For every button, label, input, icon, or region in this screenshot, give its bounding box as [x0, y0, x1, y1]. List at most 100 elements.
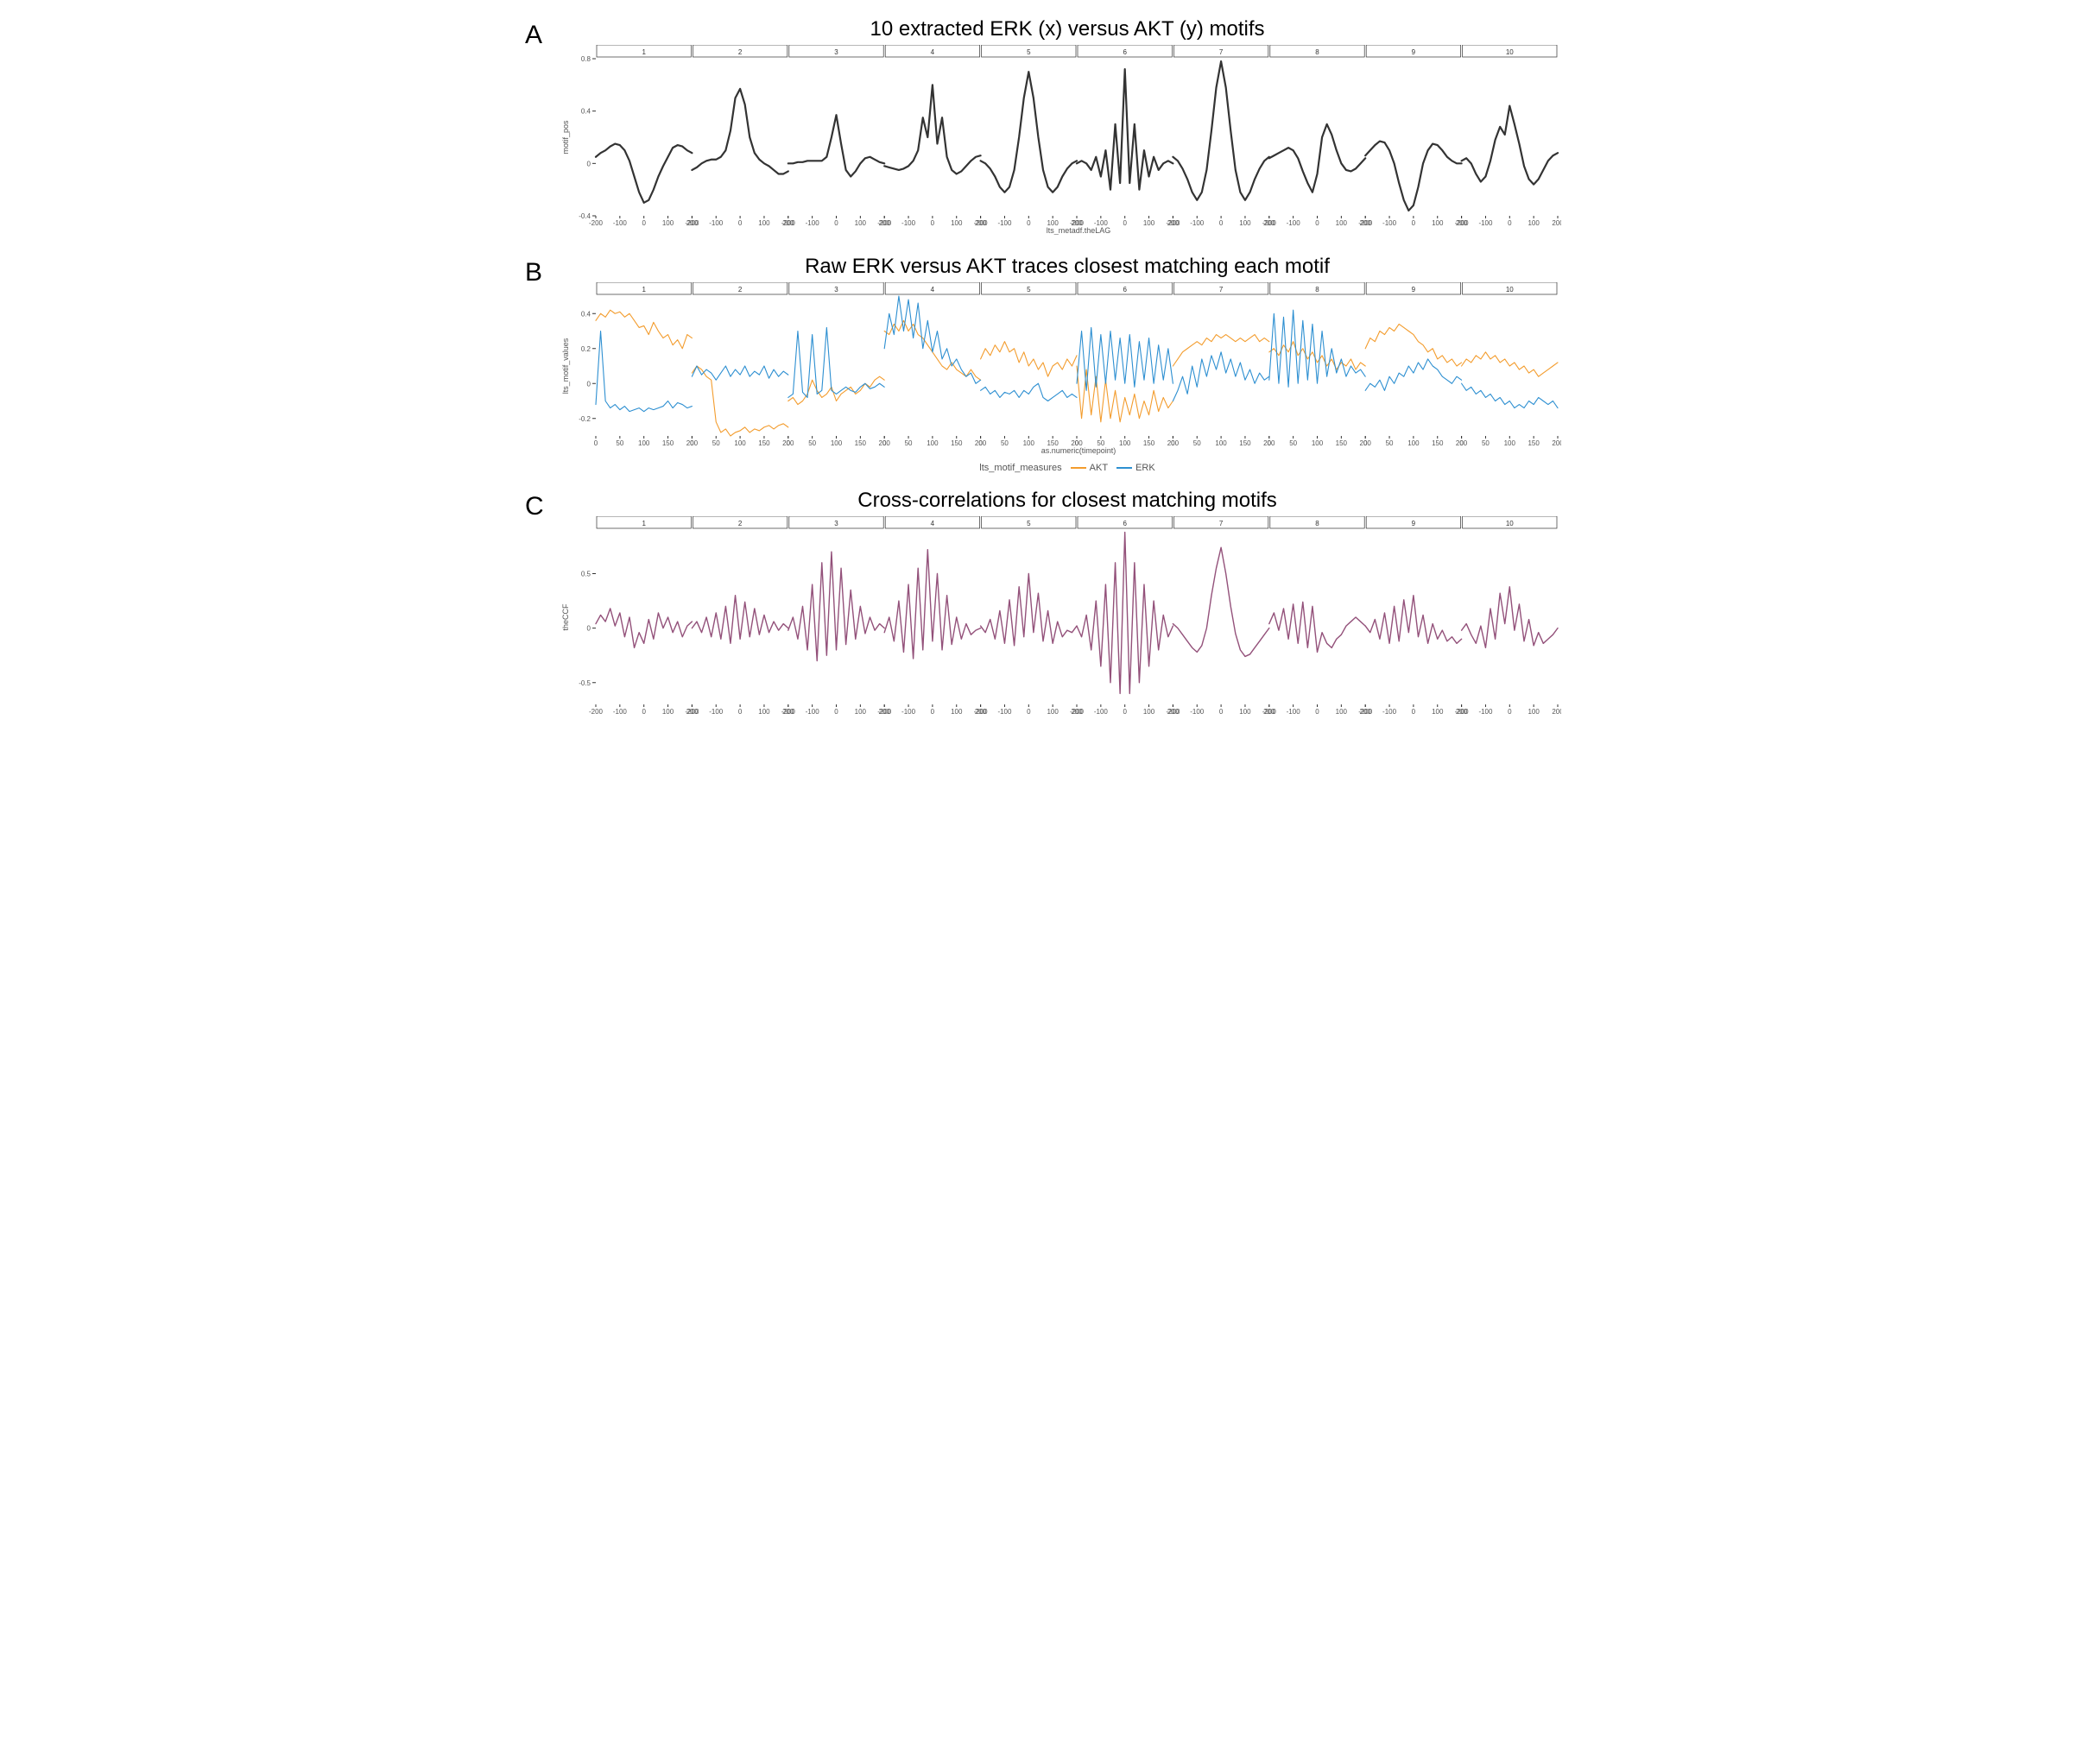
svg-text:0: 0: [834, 708, 838, 716]
svg-text:0: 0: [587, 625, 591, 633]
svg-text:100: 100: [1215, 439, 1227, 447]
svg-text:0: 0: [978, 439, 983, 447]
svg-text:100: 100: [855, 219, 867, 227]
svg-text:150: 150: [1143, 439, 1155, 447]
svg-text:0: 0: [642, 708, 646, 716]
svg-text:5: 5: [1027, 286, 1031, 294]
svg-text:7: 7: [1219, 520, 1224, 527]
panel-letter-C: C: [525, 489, 560, 521]
svg-text:-200: -200: [1166, 219, 1180, 227]
svg-text:100: 100: [1407, 439, 1420, 447]
svg-text:10: 10: [1506, 286, 1514, 294]
panel-title-A: 10 extracted ERK (x) versus AKT (y) moti…: [560, 17, 1575, 41]
svg-text:9: 9: [1412, 48, 1416, 56]
svg-text:-200: -200: [589, 708, 604, 716]
svg-text:0: 0: [1027, 708, 1031, 716]
svg-text:100: 100: [1432, 219, 1444, 227]
svg-text:8: 8: [1315, 286, 1319, 294]
legend-swatch-erk: [1116, 467, 1132, 469]
legend-title: lts_motif_measures: [979, 463, 1061, 473]
svg-text:100: 100: [758, 708, 770, 716]
svg-text:0: 0: [1412, 219, 1416, 227]
svg-text:0: 0: [642, 219, 646, 227]
svg-text:6: 6: [1123, 48, 1127, 56]
svg-text:2: 2: [738, 520, 743, 527]
svg-text:7: 7: [1219, 48, 1224, 56]
svg-text:0: 0: [1027, 219, 1031, 227]
svg-text:100: 100: [1336, 219, 1348, 227]
svg-text:1: 1: [642, 520, 646, 527]
svg-text:100: 100: [927, 439, 939, 447]
svg-text:-100: -100: [1094, 708, 1109, 716]
svg-text:-200: -200: [685, 708, 699, 716]
svg-text:theCCF: theCCF: [561, 603, 570, 631]
svg-text:100: 100: [1336, 708, 1348, 716]
svg-text:200: 200: [1552, 708, 1561, 716]
panel-C-plot: -0.500.5theCCF1-200-10001002002-200-1000…: [560, 516, 1575, 728]
svg-text:0.8: 0.8: [581, 55, 591, 63]
svg-text:0.4: 0.4: [581, 108, 591, 116]
svg-text:150: 150: [1528, 439, 1540, 447]
svg-text:100: 100: [855, 708, 867, 716]
svg-text:50: 50: [808, 439, 816, 447]
svg-text:0: 0: [1219, 708, 1224, 716]
svg-text:1: 1: [642, 48, 646, 56]
svg-text:6: 6: [1123, 520, 1127, 527]
svg-text:-100: -100: [1382, 708, 1397, 716]
svg-text:4: 4: [931, 520, 935, 527]
svg-text:0.4: 0.4: [581, 310, 591, 318]
svg-text:100: 100: [1047, 708, 1059, 716]
svg-text:as.numeric(timepoint): as.numeric(timepoint): [1041, 446, 1116, 455]
svg-text:-200: -200: [1358, 219, 1373, 227]
svg-text:lts_metadf.theLAG: lts_metadf.theLAG: [1047, 226, 1111, 235]
svg-text:-200: -200: [781, 708, 796, 716]
svg-text:0: 0: [1123, 219, 1127, 227]
panel-letter-B: B: [525, 255, 560, 287]
svg-text:-200: -200: [781, 219, 796, 227]
svg-text:5: 5: [1027, 48, 1031, 56]
panel-title-B: Raw ERK versus AKT traces closest matchi…: [560, 255, 1575, 279]
svg-text:0: 0: [1508, 219, 1512, 227]
panel-letter-A: A: [525, 17, 560, 50]
svg-text:8: 8: [1315, 48, 1319, 56]
svg-text:-100: -100: [1478, 708, 1493, 716]
svg-text:-100: -100: [1478, 219, 1493, 227]
facet-grid: -0.200.20.4lts_motif_values1050100150200…: [560, 282, 1561, 455]
legend-swatch-akt: [1071, 467, 1086, 469]
svg-text:10: 10: [1506, 48, 1514, 56]
panel-B: B Raw ERK versus AKT traces closest matc…: [525, 255, 1575, 473]
svg-text:9: 9: [1412, 520, 1416, 527]
svg-text:0: 0: [1508, 708, 1512, 716]
svg-text:-0.5: -0.5: [579, 679, 591, 687]
svg-text:-100: -100: [901, 219, 916, 227]
svg-text:150: 150: [951, 439, 963, 447]
svg-text:-200: -200: [685, 219, 699, 227]
svg-text:50: 50: [616, 439, 623, 447]
svg-text:9: 9: [1412, 286, 1416, 294]
svg-text:0: 0: [587, 380, 591, 388]
svg-text:100: 100: [734, 439, 746, 447]
svg-text:-100: -100: [1190, 708, 1205, 716]
panel-B-legend: lts_motif_measuresAKTERK: [560, 463, 1575, 473]
svg-text:50: 50: [1193, 439, 1201, 447]
svg-text:-200: -200: [1070, 708, 1085, 716]
facet-grid: -0.400.40.8motif_pos1-200-10001002002-20…: [560, 45, 1561, 235]
svg-text:50: 50: [1386, 439, 1394, 447]
svg-text:-200: -200: [589, 219, 604, 227]
svg-text:-200: -200: [1166, 708, 1180, 716]
svg-text:motif_pos: motif_pos: [561, 120, 570, 155]
legend-label-akt: AKT: [1090, 463, 1108, 473]
svg-text:-100: -100: [997, 708, 1012, 716]
panel-A: A 10 extracted ERK (x) versus AKT (y) mo…: [525, 17, 1575, 239]
svg-text:7: 7: [1219, 286, 1224, 294]
svg-text:lts_motif_values: lts_motif_values: [561, 338, 570, 394]
svg-text:150: 150: [662, 439, 674, 447]
svg-text:-100: -100: [613, 219, 628, 227]
svg-text:10: 10: [1506, 520, 1514, 527]
svg-text:-200: -200: [1262, 219, 1277, 227]
svg-text:0: 0: [1459, 439, 1464, 447]
panel-C: C Cross-correlations for closest matchin…: [525, 489, 1575, 728]
svg-text:100: 100: [662, 708, 674, 716]
svg-text:-200: -200: [974, 708, 989, 716]
svg-text:1: 1: [642, 286, 646, 294]
